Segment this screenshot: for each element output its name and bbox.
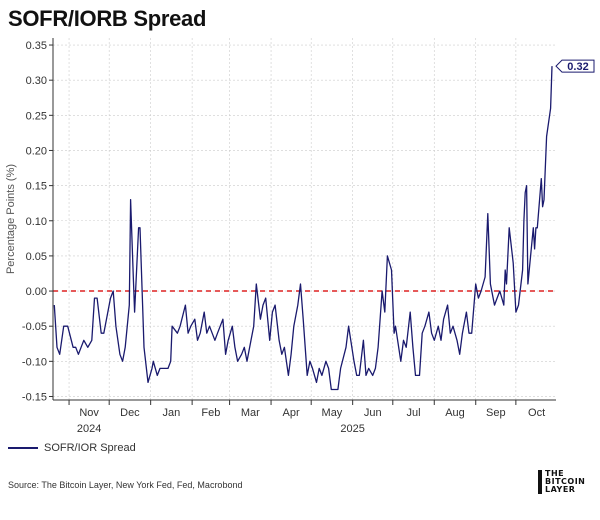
- x-tick-label: May: [322, 407, 343, 419]
- last-value-callout: 0.32: [555, 59, 595, 73]
- y-tick-label: 0.30: [26, 75, 47, 87]
- series-line: [53, 66, 553, 391]
- y-tick-label: 0.00: [26, 286, 47, 298]
- chart: 0.35 0.30 0.25 0.20 0.15 0.10 0.05 0.00 -0.05 -0.…: [5, 38, 595, 435]
- logo-line-3: LAYER: [545, 485, 576, 494]
- x-tick-label: Mar: [241, 407, 260, 419]
- x-tick-label: Oct: [528, 407, 545, 419]
- y-tick-label: -0.05: [22, 321, 47, 333]
- y-tick-label: -0.10: [22, 356, 47, 368]
- y-tick-label: 0.05: [26, 251, 47, 263]
- x-tick-label: Feb: [201, 407, 220, 419]
- y-tick-label: -0.15: [22, 391, 47, 403]
- last-value-label: 0.32: [567, 61, 588, 73]
- y-tick-label: 0.35: [26, 40, 47, 52]
- last-value-box: [555, 59, 595, 73]
- x-tick-labels: Nov Dec Jan Feb Mar Apr May Jun Jul Aug Sep Oct 2024…: [77, 407, 545, 435]
- x-tick-label: Nov: [79, 407, 99, 419]
- x-tick-label: Dec: [120, 407, 140, 419]
- x-tick-label: Jul: [406, 407, 420, 419]
- y-tick-label: 0.20: [26, 145, 47, 157]
- x-tick-label: Jun: [364, 407, 382, 419]
- legend-swatch: [8, 447, 38, 449]
- series-layer: [53, 66, 553, 391]
- legend: SOFR/IOR Spread: [8, 442, 136, 454]
- y-axis-title: Percentage Points (%): [5, 164, 17, 274]
- y-tick-label: 0.25: [26, 110, 47, 122]
- x-tick-label: Jan: [163, 407, 181, 419]
- bitcoin-layer-logo: THE BITCOIN LAYER: [538, 470, 585, 494]
- logo-line-1: THE: [545, 469, 565, 478]
- x-tick-label: Apr: [283, 407, 300, 419]
- logo-bar: [538, 470, 542, 494]
- logo-words: THE BITCOIN LAYER: [545, 470, 585, 494]
- y-tick-label: 0.10: [26, 216, 47, 228]
- y-tick-labels: 0.35 0.30 0.25 0.20 0.15 0.10 0.05 0.00 -0.05 -0.…: [22, 40, 47, 403]
- source-note: Source: The Bitcoin Layer, New York Fed,…: [8, 480, 243, 490]
- logo-line-2: BITCOIN: [545, 477, 586, 486]
- year-label: 2025: [340, 423, 364, 435]
- x-tick-label: Aug: [445, 407, 465, 419]
- year-label: 2024: [77, 423, 101, 435]
- y-tick-label: 0.15: [26, 181, 47, 193]
- legend-label: SOFR/IOR Spread: [44, 442, 136, 454]
- chart-title: SOFR/IORB Spread: [8, 6, 207, 31]
- axes: [49, 38, 556, 405]
- x-tick-label: Sep: [486, 407, 506, 419]
